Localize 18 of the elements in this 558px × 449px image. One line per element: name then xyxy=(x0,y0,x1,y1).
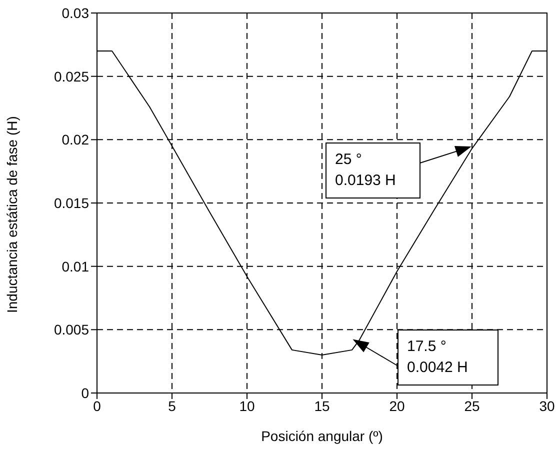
annotation: 17.5 ° 0.0042 H xyxy=(407,338,468,376)
y-tick-label: 0 xyxy=(81,384,90,401)
y-tick-label: 0.015 xyxy=(54,194,90,211)
x-axis-title: Posición angular (º) xyxy=(261,428,383,444)
x-tick-label: 20 xyxy=(389,398,405,414)
x-tick-label: 5 xyxy=(168,398,176,414)
x-tick-label: 25 xyxy=(464,398,480,414)
x-tick-label: 15 xyxy=(314,398,330,414)
x-tick-label: 10 xyxy=(239,398,255,414)
y-tick-label: 0.02 xyxy=(62,132,90,148)
y-tick-label: 0.01 xyxy=(62,258,90,274)
y-axis-title: Inductancia estática de fase (H) xyxy=(4,116,20,313)
x-tick-label: 0 xyxy=(93,398,102,414)
y-tick-label: 0.025 xyxy=(54,68,90,84)
y-tick-label: 0.03 xyxy=(62,4,90,21)
annotation: 25 ° 0.0193 H xyxy=(335,151,396,189)
y-tick-label: 0.005 xyxy=(54,322,90,338)
x-tick-label: 30 xyxy=(539,398,555,414)
